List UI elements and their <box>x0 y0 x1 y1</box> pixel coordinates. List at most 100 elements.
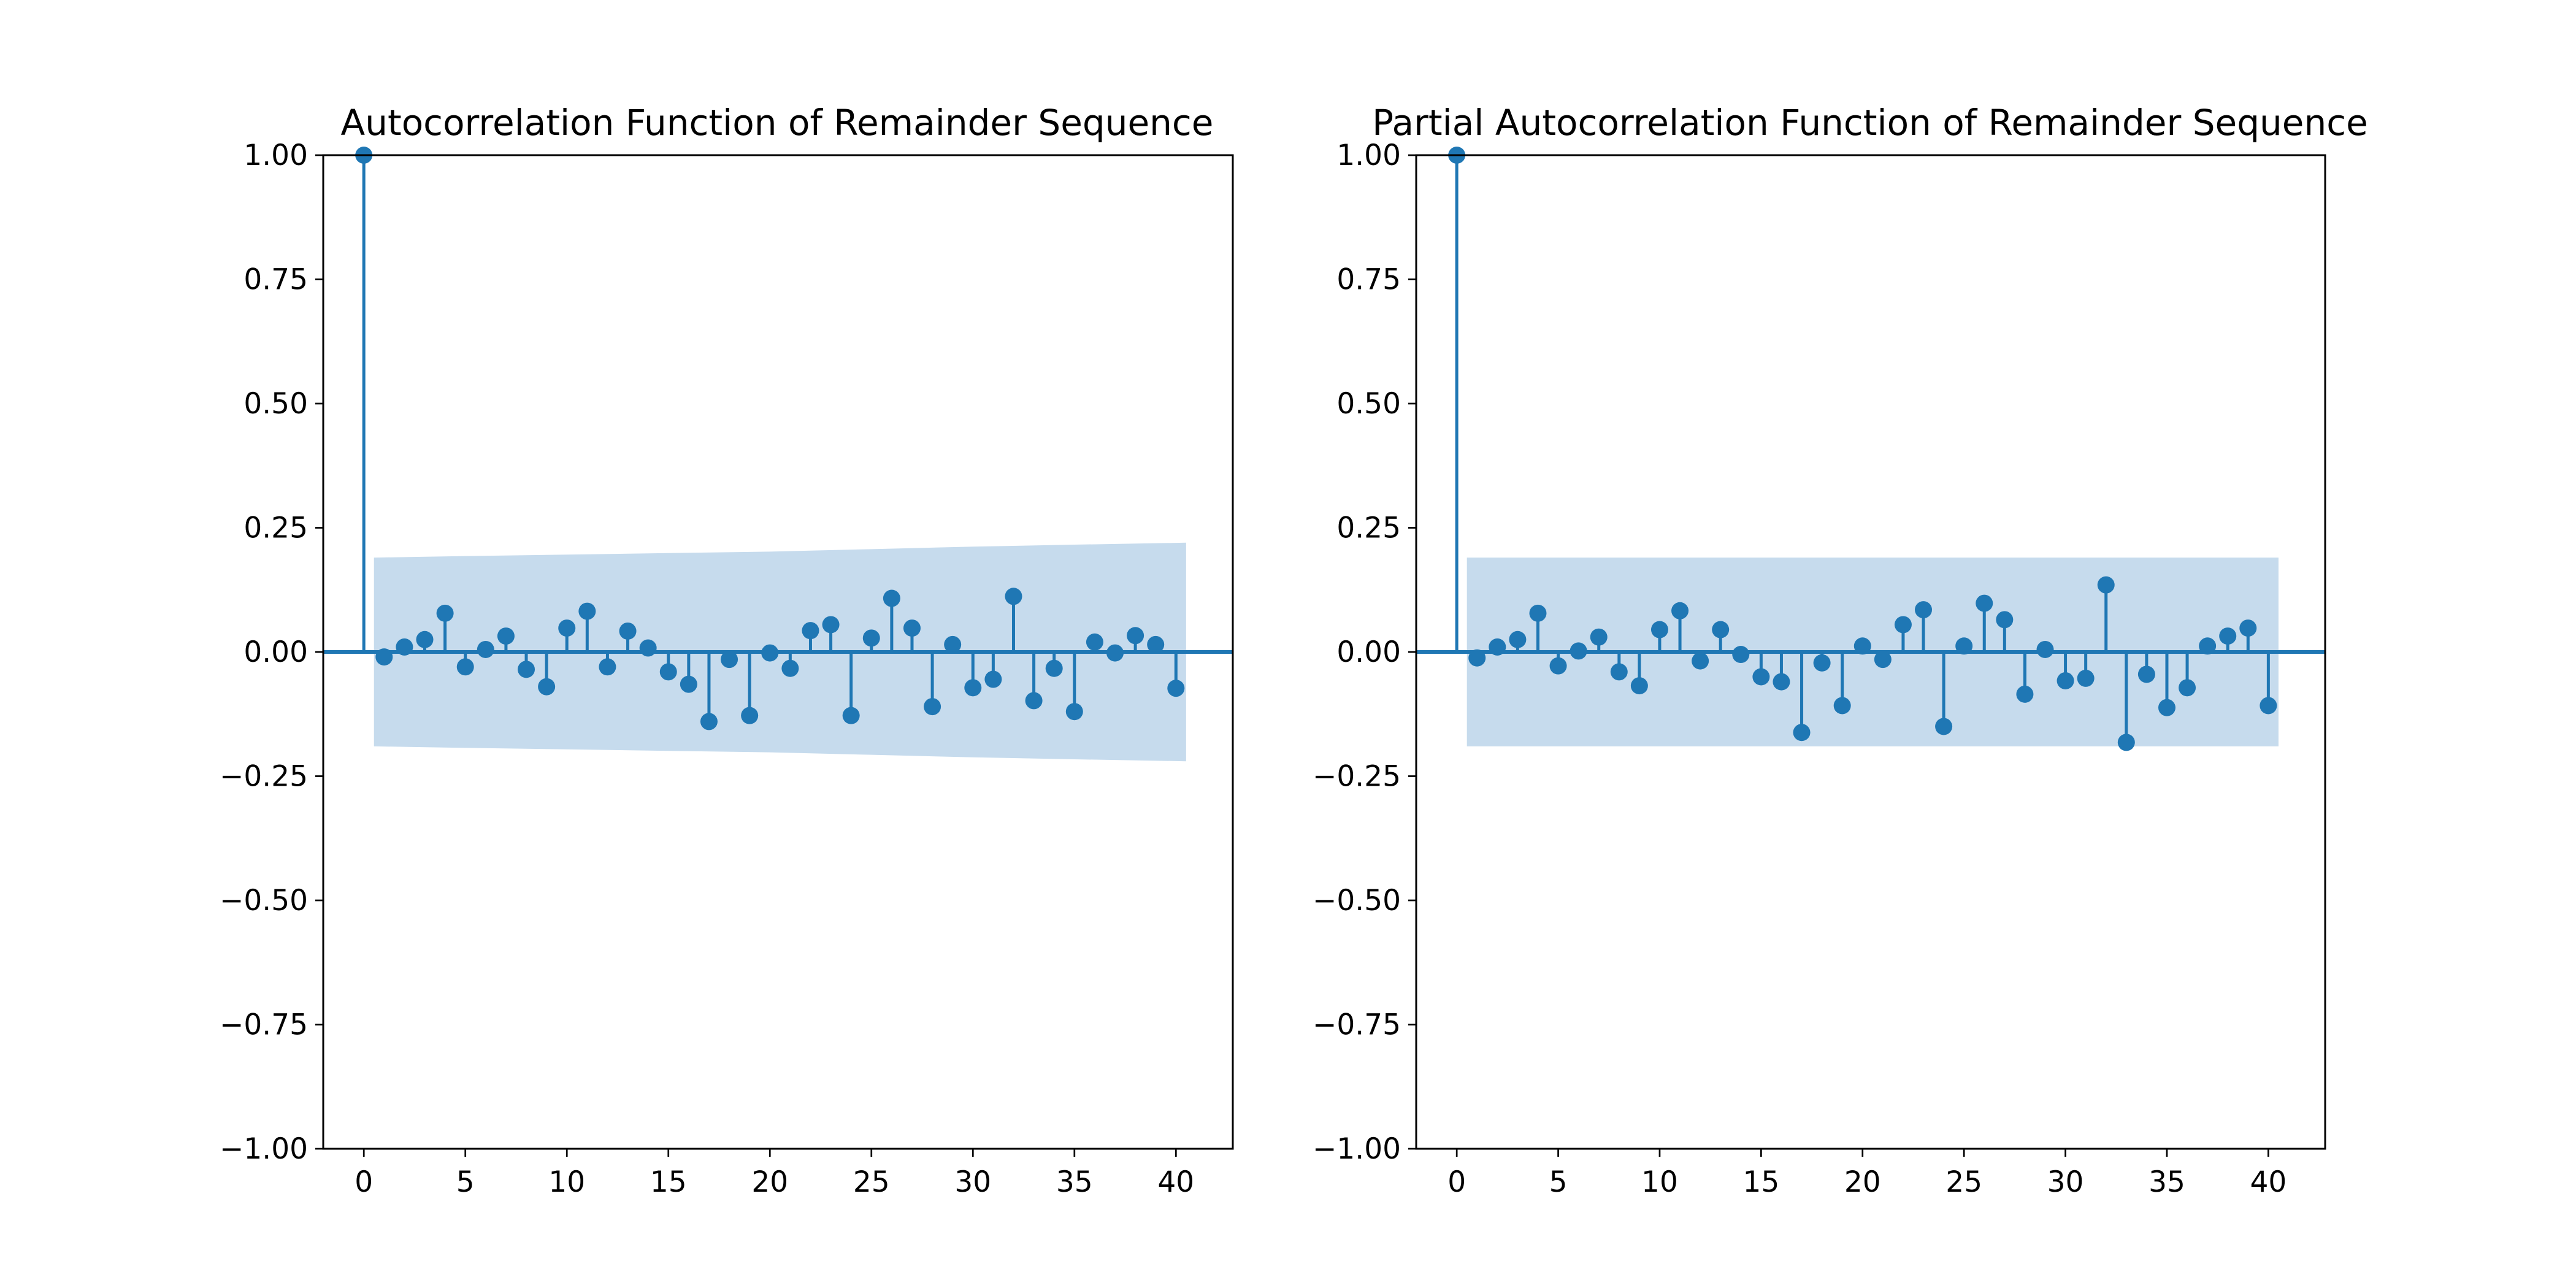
acf-marker-lag-9 <box>538 678 556 696</box>
acf-marker-lag-3 <box>416 631 434 648</box>
pacf-marker-lag-7 <box>1590 628 1608 646</box>
acf-marker-lag-23 <box>822 616 840 634</box>
pacf-y-tick-label: 0.75 <box>1336 263 1401 297</box>
acf-marker-lag-28 <box>924 698 941 716</box>
acf-marker-lag-37 <box>1106 644 1124 662</box>
acf-marker-lag-26 <box>883 589 900 607</box>
pacf-title: Partial Autocorrelation Function of Rema… <box>1372 102 2368 144</box>
pacf-marker-lag-21 <box>1874 651 1892 669</box>
pacf-marker-lag-14 <box>1732 646 1750 664</box>
pacf-y-tick-label: −1.00 <box>1313 1132 1401 1166</box>
acf-x-tick-label: 30 <box>954 1165 991 1199</box>
acf-x-tick-label: 10 <box>548 1165 585 1199</box>
acf-y-tick-label: −0.25 <box>220 760 308 794</box>
pacf-marker-lag-30 <box>2057 672 2074 689</box>
pacf-marker-lag-15 <box>1752 668 1770 686</box>
pacf-marker-lag-2 <box>1489 638 1506 656</box>
acf-marker-lag-24 <box>842 707 860 724</box>
acf-x-tick-label: 0 <box>355 1165 373 1199</box>
pacf-marker-lag-8 <box>1610 663 1628 681</box>
pacf-marker-lag-23 <box>1915 601 1933 619</box>
acf-x-tick-label: 20 <box>751 1165 788 1199</box>
acf-marker-lag-22 <box>802 622 819 640</box>
acf-marker-lag-1 <box>375 648 393 666</box>
pacf-y-tick-label: 0.25 <box>1336 512 1401 545</box>
pacf-marker-lag-12 <box>1692 652 1709 670</box>
acf-marker-lag-20 <box>761 644 779 662</box>
acf-marker-lag-7 <box>497 627 515 645</box>
pacf-marker-lag-22 <box>1894 616 1912 634</box>
pacf-marker-lag-28 <box>2016 685 2034 703</box>
acf-marker-lag-36 <box>1086 633 1103 651</box>
pacf-marker-lag-17 <box>1793 724 1811 742</box>
acf-x-tick-label: 40 <box>1157 1165 1194 1199</box>
pacf-y-tick-label: 0.00 <box>1336 635 1401 669</box>
acf-y-tick-label: 0.50 <box>243 387 308 421</box>
acf-marker-lag-39 <box>1147 635 1165 653</box>
acf-marker-lag-27 <box>903 619 921 637</box>
pacf-x-tick-label: 25 <box>1945 1165 1982 1199</box>
pacf-y-tick-label: 1.00 <box>1336 139 1401 172</box>
acf-y-tick-label: −1.00 <box>220 1132 308 1166</box>
acf-marker-lag-19 <box>741 707 759 724</box>
pacf-marker-lag-29 <box>2036 640 2054 658</box>
pacf-marker-lag-40 <box>2260 697 2277 715</box>
pacf-marker-lag-36 <box>2179 679 2196 697</box>
acf-marker-lag-6 <box>477 640 494 658</box>
pacf-x-tick-label: 10 <box>1641 1165 1678 1199</box>
pacf-x-tick-label: 40 <box>2250 1165 2287 1199</box>
acf-x-tick-label: 5 <box>456 1165 475 1199</box>
pacf-marker-lag-10 <box>1650 621 1668 638</box>
pacf-y-tick-label: −0.50 <box>1313 884 1401 918</box>
pacf-x-tick-label: 30 <box>2047 1165 2084 1199</box>
acf-marker-lag-16 <box>680 675 697 693</box>
pacf-marker-lag-4 <box>1529 604 1547 622</box>
acf-marker-lag-4 <box>436 604 454 622</box>
pacf-marker-lag-16 <box>1773 673 1790 691</box>
acf-marker-lag-2 <box>396 638 413 656</box>
pacf-marker-lag-38 <box>2219 627 2237 645</box>
acf-marker-lag-10 <box>558 619 576 637</box>
acf-marker-lag-25 <box>862 629 880 647</box>
pacf-marker-lag-31 <box>2077 669 2095 687</box>
acf-marker-lag-8 <box>518 661 535 678</box>
pacf-marker-lag-1 <box>1468 649 1486 667</box>
acf-marker-lag-21 <box>781 659 799 677</box>
pacf-marker-lag-33 <box>2117 734 2135 751</box>
pacf-marker-lag-35 <box>2158 699 2175 716</box>
acf-y-tick-label: −0.75 <box>220 1008 308 1042</box>
acf-marker-lag-5 <box>456 658 474 676</box>
pacf-marker-lag-9 <box>1630 677 1648 695</box>
pacf-marker-lag-27 <box>1996 611 2014 629</box>
pacf-x-tick-label: 20 <box>1844 1165 1881 1199</box>
pacf-marker-lag-34 <box>2137 665 2155 683</box>
pacf-x-tick-label: 5 <box>1549 1165 1568 1199</box>
acf-y-tick-label: 0.25 <box>243 512 308 545</box>
pacf-marker-lag-3 <box>1509 631 1527 648</box>
acf-marker-lag-30 <box>964 679 982 697</box>
acf-x-tick-label: 35 <box>1056 1165 1093 1199</box>
pacf-marker-lag-39 <box>2239 619 2257 637</box>
acf-marker-lag-33 <box>1025 692 1043 710</box>
acf-marker-lag-40 <box>1167 680 1185 697</box>
pacf-marker-lag-5 <box>1549 657 1567 675</box>
acf-marker-lag-15 <box>659 663 677 681</box>
pacf-marker-lag-26 <box>1976 594 1993 612</box>
pacf-marker-lag-19 <box>1833 697 1851 715</box>
pacf-marker-lag-18 <box>1813 654 1831 672</box>
acf-marker-lag-14 <box>639 639 657 657</box>
acf-marker-lag-35 <box>1065 703 1083 721</box>
acf-marker-lag-11 <box>578 602 596 620</box>
acf-marker-lag-31 <box>984 670 1002 688</box>
pacf-y-tick-label: 0.50 <box>1336 387 1401 421</box>
pacf-marker-lag-11 <box>1671 602 1689 619</box>
pacf-marker-lag-37 <box>2199 637 2217 655</box>
acf-x-tick-label: 25 <box>853 1165 890 1199</box>
acf-y-tick-label: 0.75 <box>243 263 308 297</box>
pacf-x-tick-label: 15 <box>1742 1165 1779 1199</box>
pacf-x-tick-label: 0 <box>1447 1165 1466 1199</box>
pacf-marker-lag-24 <box>1935 718 1953 735</box>
acf-y-tick-label: 0.00 <box>243 635 308 669</box>
pacf-marker-lag-13 <box>1712 621 1730 638</box>
